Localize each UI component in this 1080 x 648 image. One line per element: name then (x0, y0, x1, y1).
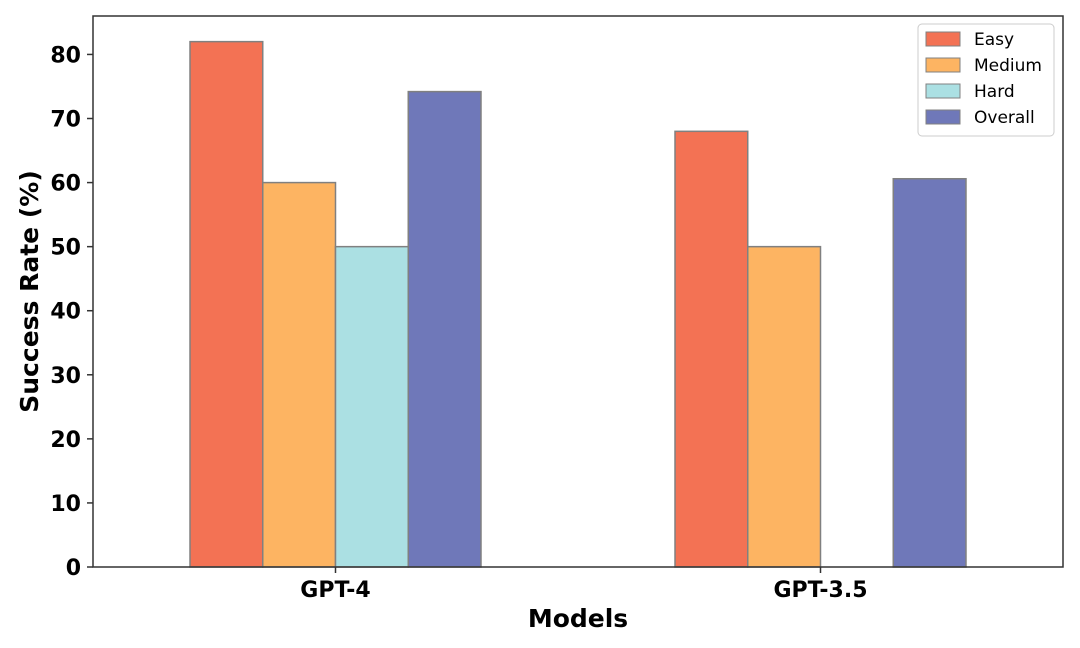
legend-box (917, 23, 1055, 137)
legend-label-hard: Hard (974, 82, 1015, 102)
y-tick-label: 40 (50, 300, 81, 325)
legend-label-medium: Medium (974, 56, 1042, 76)
legend-swatch-easy (925, 31, 961, 47)
bar-medium-gpt-4 (262, 181, 337, 568)
legend-swatch-medium (925, 57, 961, 73)
bar-medium-gpt-3-5 (747, 245, 822, 568)
y-tick-label: 30 (50, 364, 81, 389)
bars-layer (189, 40, 967, 568)
y-tick-label: 70 (50, 108, 81, 133)
legend-swatch-hard (925, 83, 961, 99)
bar-overall-gpt-4 (407, 90, 482, 568)
x-axis: GPT-4 GPT-3.5 (300, 567, 868, 603)
y-tick-label: 50 (50, 236, 81, 261)
bar-easy-gpt-3-5 (674, 130, 749, 568)
y-tick-label: 80 (50, 43, 81, 68)
bar-easy-gpt-4 (189, 40, 264, 568)
y-tick-label: 60 (50, 172, 81, 197)
y-tick-label: 0 (66, 556, 81, 581)
x-tick-label: GPT-3.5 (773, 578, 867, 603)
bar-overall-gpt-3-5 (892, 177, 967, 568)
y-axis-title: Success Rate (%) (15, 170, 44, 413)
legend-label-easy: Easy (974, 30, 1014, 50)
y-tick-label: 10 (50, 492, 81, 517)
legend-label-overall: Overall (974, 108, 1035, 128)
x-axis-title: Models (528, 604, 628, 633)
legend: Easy Medium Hard Overall (917, 23, 1055, 137)
plot-area-frame (92, 15, 1064, 568)
y-tick-label: 20 (50, 428, 81, 453)
legend-swatch-overall (925, 109, 961, 125)
y-axis: 0 10 20 30 40 50 60 70 80 (50, 43, 93, 581)
x-tick-label: GPT-4 (300, 578, 370, 603)
bar-hard-gpt-4 (334, 245, 409, 568)
